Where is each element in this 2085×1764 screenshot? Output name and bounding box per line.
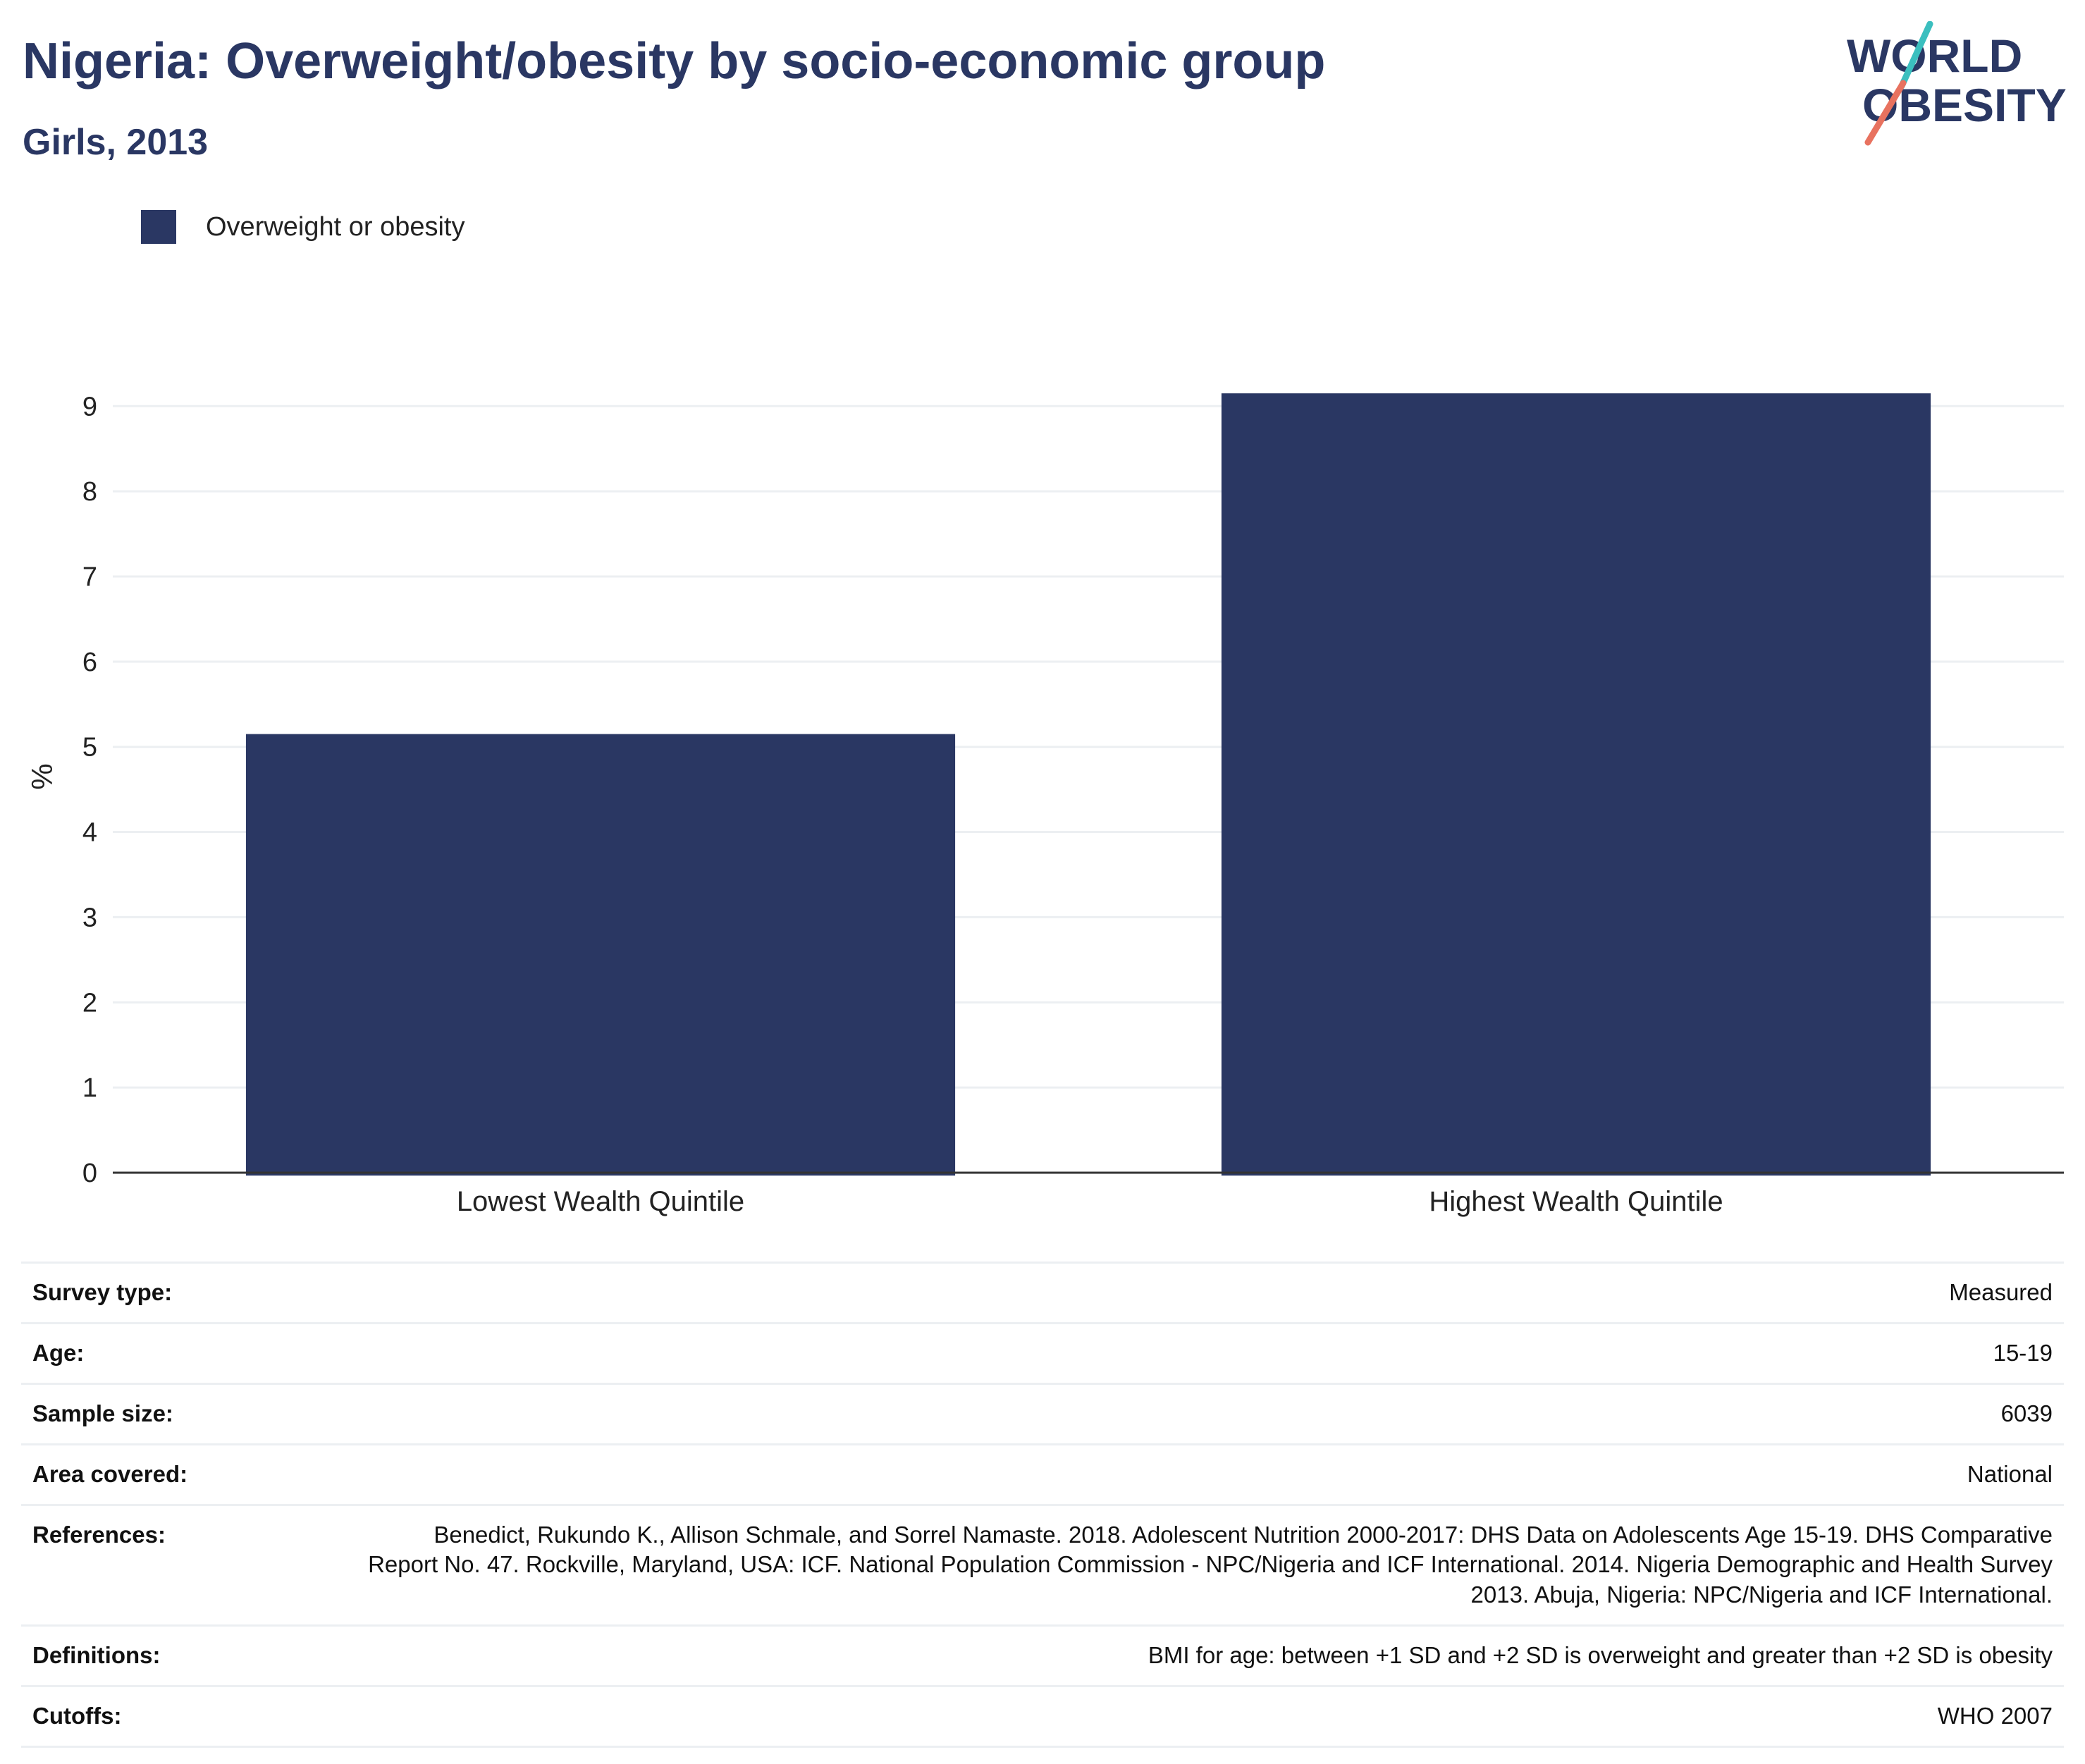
meta-key: Cutoffs: <box>21 1685 347 1748</box>
meta-row: Sample size: 6039 <box>21 1382 2064 1445</box>
bar-chart: 0 1 2 3 4 5 6 7 8 9% Lowest Wealth Quintile Highest… <box>25 392 2064 1217</box>
meta-value: Measured <box>347 1262 2064 1324</box>
logo-line-1: WORLD <box>1847 30 2022 82</box>
meta-value: National <box>347 1443 2064 1505</box>
bar <box>1221 393 1931 1176</box>
meta-key: Area covered: <box>21 1443 347 1505</box>
meta-row: Age: 15-19 <box>21 1321 2064 1384</box>
y-tick-label: 2 <box>82 988 97 1018</box>
meta-row: References: Benedict, Rukundo K., Allison… <box>21 1503 2064 1626</box>
logo-coral-stroke <box>1864 80 1907 146</box>
legend-swatch <box>141 210 176 244</box>
chart-title: Nigeria: Overweight/obesity by socio-eco… <box>23 33 1326 90</box>
meta-key: Age: <box>21 1321 347 1384</box>
meta-value: WHO 2007 <box>347 1685 2064 1748</box>
meta-value: 6039 <box>347 1382 2064 1445</box>
legend: Overweight or obesity <box>141 210 465 244</box>
y-tick-label: 9 <box>82 392 97 421</box>
y-tick-label: 4 <box>82 818 97 848</box>
meta-row: Survey type: Measured <box>21 1262 2064 1324</box>
logo-teal-stroke <box>1898 21 1933 90</box>
meta-value: BMI for age: between +1 SD and +2 SD is … <box>347 1624 2064 1686</box>
meta-value: 15-19 <box>347 1321 2064 1384</box>
meta-value: Benedict, Rukundo K., Allison Schmale, a… <box>347 1503 2064 1626</box>
legend-label: Overweight or obesity <box>206 211 465 242</box>
meta-row: Definitions: BMI for age: between +1 SD a… <box>21 1624 2064 1686</box>
y-tick-label: 1 <box>82 1073 97 1103</box>
meta-row: Cutoffs: WHO 2007 <box>21 1685 2064 1748</box>
y-tick-label: 0 <box>82 1159 97 1188</box>
y-tick-label: 8 <box>82 477 97 507</box>
world-obesity-logo: WORLD OBESITY <box>1847 21 2067 146</box>
meta-key: Definitions: <box>21 1624 347 1686</box>
y-tick-label: 6 <box>82 648 97 677</box>
y-tick-label: 7 <box>82 562 97 592</box>
bar <box>245 734 956 1176</box>
y-axis-label: % <box>25 763 59 789</box>
chart-subtitle: Girls, 2013 <box>23 122 209 163</box>
x-tick-label: Highest Wealth Quintile <box>1429 1186 1723 1217</box>
y-tick-label: 3 <box>82 903 97 932</box>
x-tick-label: Lowest Wealth Quintile <box>457 1186 744 1217</box>
meta-key: Sample size: <box>21 1382 347 1445</box>
y-tick-label: 5 <box>82 733 97 763</box>
meta-key: References: <box>21 1503 347 1626</box>
logo-line-2: OBESITY <box>1862 79 2067 131</box>
meta-key: Survey type: <box>21 1262 347 1324</box>
meta-row: Area covered: National <box>21 1443 2064 1505</box>
survey-details-table: Survey type: Measured Age: 15-19 Sample size… <box>21 1262 2064 1748</box>
